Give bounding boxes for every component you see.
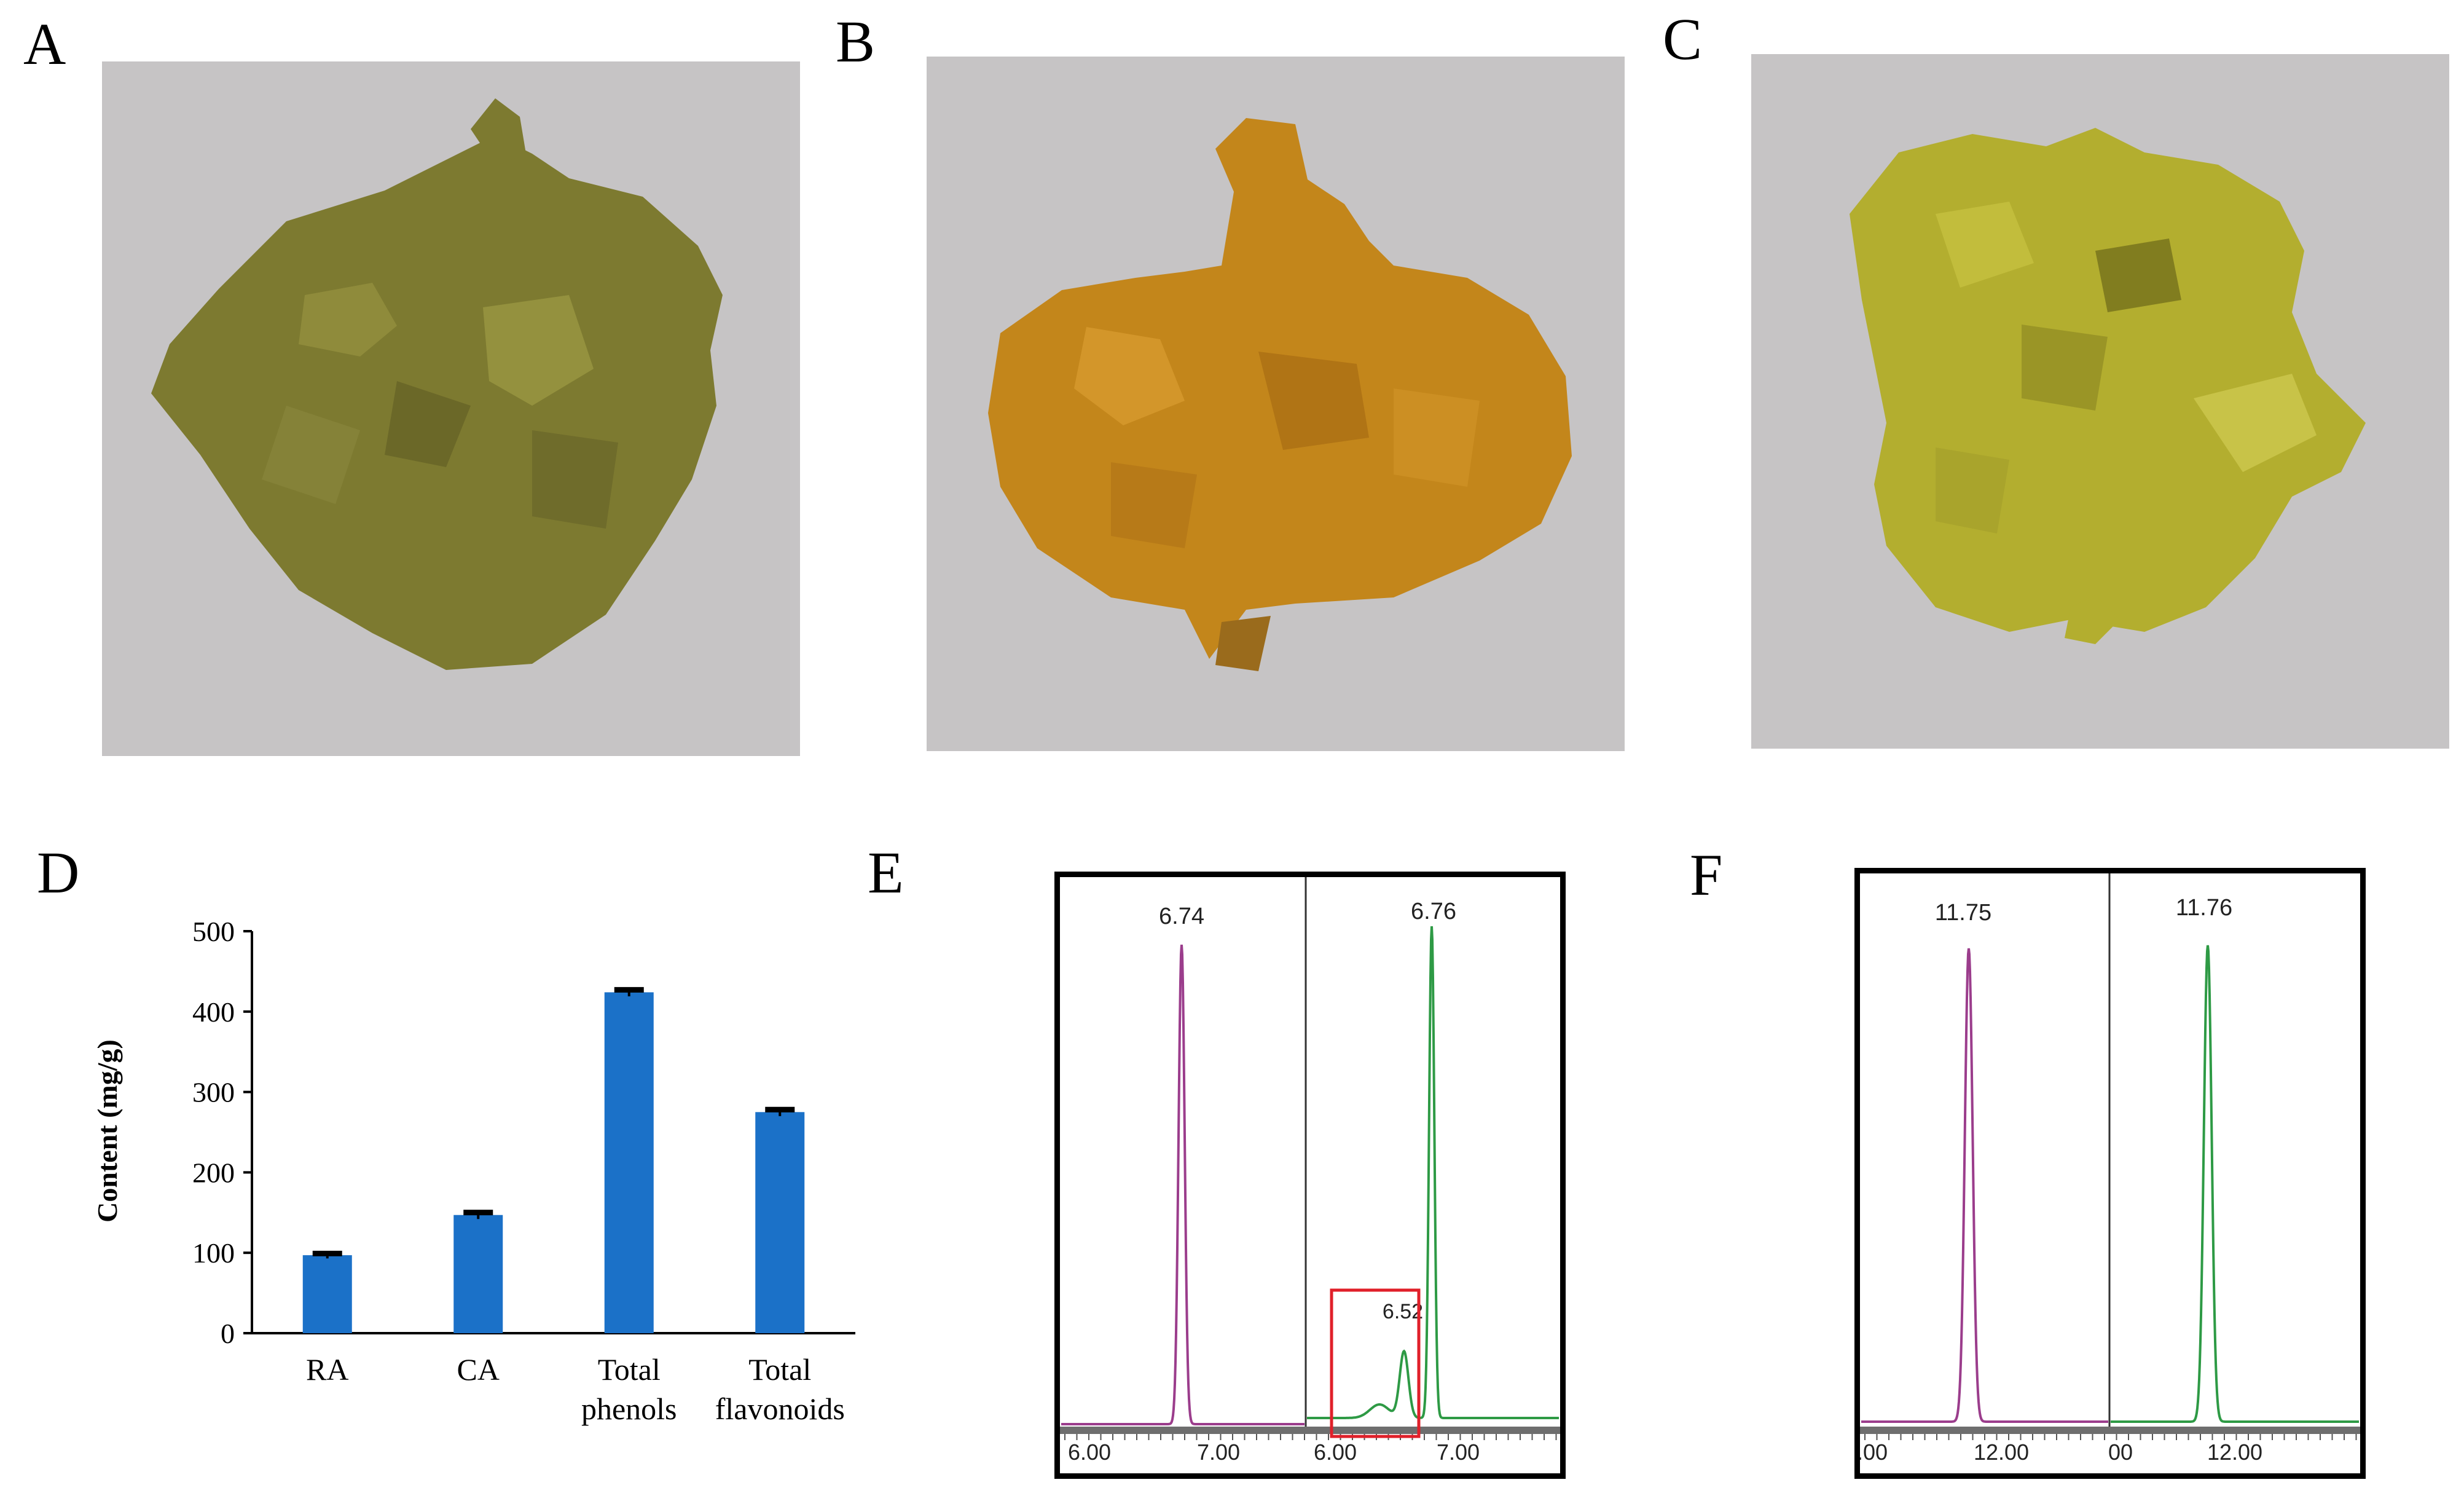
- highlight-box: [1330, 1288, 1421, 1438]
- error-bar: [614, 987, 644, 996]
- bar: [302, 1255, 352, 1333]
- time-tick-label: 7.00: [1197, 1440, 1240, 1465]
- panel-label-a: A: [23, 11, 66, 77]
- time-axis-ticks: [1864, 1434, 2357, 1440]
- time-tick-label: .00: [1860, 1440, 1888, 1465]
- bar: [604, 992, 654, 1333]
- bar: [755, 1112, 805, 1333]
- time-tick-label: 7.00: [1437, 1440, 1480, 1465]
- photo-powder-a: [102, 61, 800, 756]
- y-tick-label: 500: [192, 916, 235, 947]
- chromatogram-e: 6.74 6.52 6.76 6.00 7.00 6.00 7.00: [1054, 872, 1566, 1479]
- y-tick-label: 0: [221, 1318, 235, 1349]
- time-tick-label: 12.00: [2207, 1440, 2262, 1465]
- sample-trace: [1307, 926, 1559, 1419]
- time-axis-bar: [1060, 1427, 1560, 1434]
- bar-chart-bars: [302, 992, 805, 1333]
- y-tick-label: 100: [192, 1237, 235, 1269]
- bar-chart-error-bars: [312, 987, 795, 1259]
- time-tick-label: 12.00: [1974, 1440, 2029, 1465]
- chromatogram-f-plot: 11.75 11.76 .00 12.00 00 12.00: [1860, 873, 2360, 1465]
- photo-powder-b: [927, 57, 1625, 751]
- panel-label-c: C: [1663, 6, 1703, 72]
- bar-chart-d: 0 100 200 300 400 500 RA CA Total phenols Total fl…: [92, 916, 855, 1426]
- peak-label: 11.76: [2176, 895, 2232, 921]
- category-label: Total phenols: [581, 1352, 677, 1426]
- bar-chart-axes: [251, 931, 855, 1334]
- error-bar: [312, 1250, 342, 1259]
- time-axis-bar: [1860, 1427, 2360, 1434]
- error-bar: [765, 1106, 795, 1116]
- time-axis-ticks: [1064, 1434, 1557, 1440]
- peak-label: 6.76: [1411, 899, 1456, 924]
- y-axis-label: Content (mg/g): [92, 1039, 123, 1223]
- bar-chart-y-ticks: 0 100 200 300 400 500: [192, 916, 252, 1349]
- standard-trace: [1861, 948, 2108, 1423]
- y-tick-label: 200: [192, 1157, 235, 1188]
- panel-label-b: B: [836, 9, 876, 74]
- photo-powder-c: [1751, 54, 2449, 749]
- chromatogram-f: 11.75 11.76 .00 12.00 00 12.00: [1854, 868, 2366, 1479]
- time-tick-label: 6.00: [1068, 1440, 1111, 1465]
- bar-chart-categories: RA CA Total phenols Total flavonoids: [306, 1352, 845, 1426]
- peak-label: 6.74: [1159, 904, 1204, 929]
- sample-trace: [2111, 945, 2359, 1423]
- chromatogram-e-plot: 6.74 6.52 6.76 6.00 7.00 6.00 7.00: [1060, 877, 1560, 1465]
- peak-label: 11.75: [1935, 900, 1991, 926]
- y-tick-label: 400: [192, 996, 235, 1028]
- powder-b-image: [988, 118, 1572, 671]
- panel-label-e: E: [868, 840, 904, 905]
- error-bar: [463, 1210, 493, 1219]
- powder-c-image: [1850, 128, 2366, 644]
- time-tick-label: 6.00: [1314, 1440, 1357, 1465]
- category-label: CA: [457, 1352, 500, 1387]
- standard-trace: [1061, 944, 1305, 1425]
- panel-label-f: F: [1690, 842, 1723, 908]
- category-label: Total flavonoids: [715, 1352, 845, 1426]
- panel-label-d: D: [37, 840, 80, 905]
- bar: [453, 1215, 503, 1333]
- category-label: RA: [306, 1352, 348, 1387]
- peak-label: 6.52: [1383, 1300, 1423, 1323]
- y-tick-label: 300: [192, 1077, 235, 1108]
- powder-a-image: [151, 98, 723, 670]
- time-tick-label: 00: [2108, 1440, 2133, 1465]
